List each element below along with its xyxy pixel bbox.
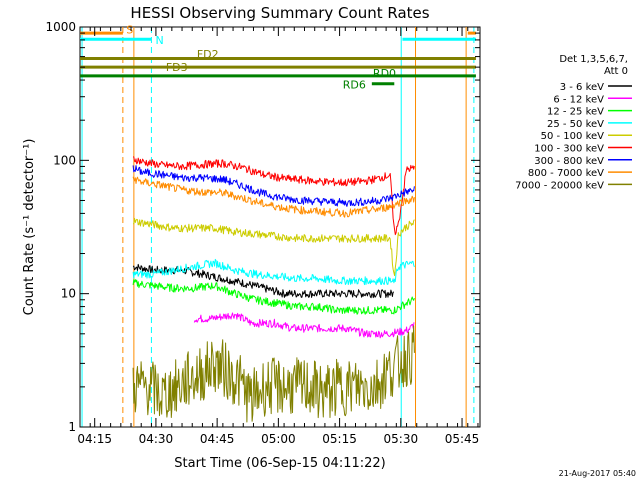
series-line-3 bbox=[132, 258, 415, 286]
x-tick-label-6: 05:45 bbox=[445, 432, 480, 446]
status-flags: S N FD2 FD3 RD0 RD6 bbox=[80, 23, 476, 92]
x-axis-label: Start Time (06-Sep-15 04:11:22) bbox=[174, 456, 385, 471]
flag-label-n: N bbox=[155, 34, 163, 47]
series-line-2 bbox=[132, 279, 415, 315]
series-line-7 bbox=[132, 176, 415, 218]
flag-label-fd3: FD3 bbox=[166, 61, 188, 74]
legend-label-6: 300 - 800 keV bbox=[534, 156, 604, 167]
series-line-1 bbox=[193, 312, 415, 339]
series-line-5 bbox=[133, 156, 415, 236]
legend-label-3: 25 - 50 keV bbox=[547, 119, 604, 130]
flag-label-fd2: FD2 bbox=[197, 48, 219, 61]
legend-label-7: 800 - 7000 keV bbox=[528, 168, 604, 179]
y-tick-label-1: 10 bbox=[61, 287, 76, 301]
y-tick-label-3: 1000 bbox=[45, 20, 76, 34]
x-tick-label-1: 04:30 bbox=[139, 432, 174, 446]
series-line-4 bbox=[133, 217, 415, 277]
chart-title: HESSI Observing Summary Count Rates bbox=[130, 4, 429, 22]
legend-header-1: Att 0 bbox=[604, 66, 628, 77]
plot-frame bbox=[79, 26, 481, 428]
flag-label-rd0: RD0 bbox=[373, 67, 396, 80]
footer-timestamp: 21-Aug-2017 05:40 bbox=[559, 469, 636, 478]
x-tick-label-4: 05:15 bbox=[322, 432, 357, 446]
x-tick-label-0: 04:15 bbox=[77, 432, 112, 446]
legend-header-0: Det 1,3,5,6,7, bbox=[559, 54, 628, 65]
legend-label-0: 3 - 6 keV bbox=[560, 82, 604, 93]
legend-label-5: 100 - 300 keV bbox=[534, 144, 604, 155]
legend-label-2: 12 - 25 keV bbox=[547, 107, 604, 118]
series-group bbox=[132, 156, 415, 423]
flag-label-s: S bbox=[126, 23, 133, 36]
y-tick-label-2: 100 bbox=[53, 153, 76, 167]
legend-label-1: 6 - 12 keV bbox=[553, 94, 604, 105]
x-tick-label-2: 04:45 bbox=[200, 432, 235, 446]
series-line-0 bbox=[132, 263, 395, 299]
axes-group: 04:15 04:30 04:45 05:00 05:15 05:30 05:45 1 10 10… bbox=[45, 20, 480, 446]
series-line-8 bbox=[132, 325, 415, 423]
y-tick-label-0: 1 bbox=[68, 420, 76, 434]
y-axis-label: Count Rate (s⁻¹ detector⁻¹) bbox=[22, 139, 37, 316]
x-tick-label-5: 05:30 bbox=[384, 432, 419, 446]
legend-label-4: 50 - 100 keV bbox=[541, 131, 605, 142]
x-tick-label-3: 05:00 bbox=[261, 432, 296, 446]
legend-label-8: 7000 - 20000 keV bbox=[515, 180, 604, 191]
series-line-6 bbox=[132, 165, 415, 207]
flag-label-rd6: RD6 bbox=[343, 79, 366, 92]
